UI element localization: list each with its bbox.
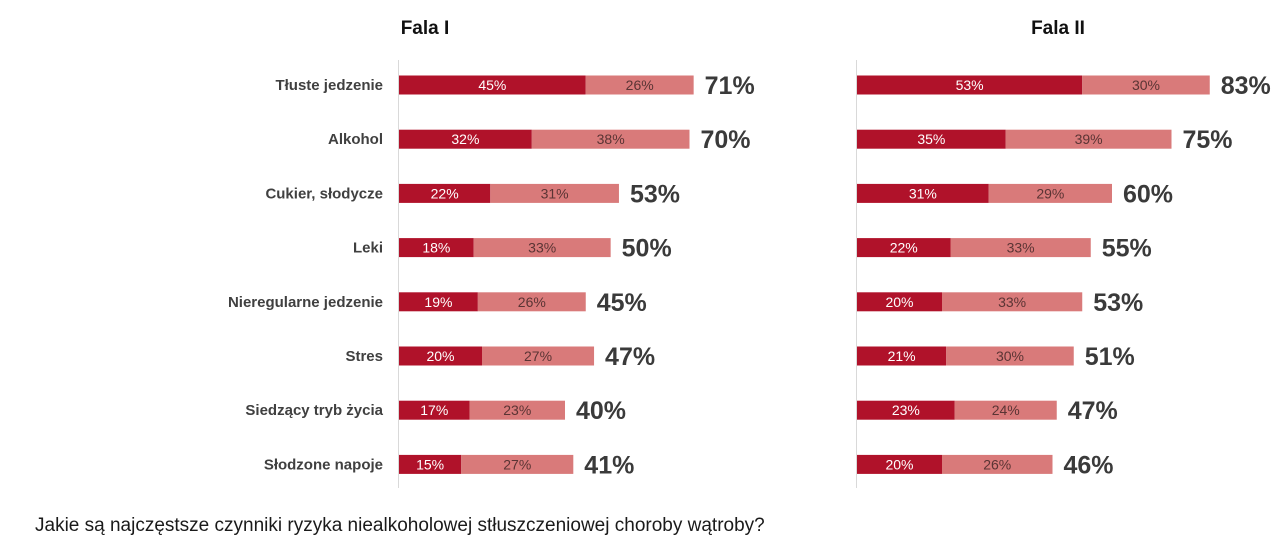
panel-title-fala-2: Fala II [1031, 18, 1085, 39]
bar-segment-light [950, 238, 1091, 258]
data-label-light: 30% [1132, 77, 1160, 93]
data-label-dark: 15% [416, 456, 444, 472]
total-label: 83% [1221, 72, 1271, 100]
bar-segment-dark [399, 75, 586, 95]
bar-segment-dark [399, 129, 532, 149]
data-label-light: 38% [597, 131, 625, 147]
bar-segment-dark [857, 400, 955, 420]
data-label-dark: 35% [917, 131, 945, 147]
bar-segment-light [954, 400, 1057, 420]
total-label: 51% [1085, 343, 1135, 371]
total-label: 53% [630, 180, 680, 208]
category-label: Słodzone napoje [264, 456, 383, 473]
bar-segment-dark [857, 454, 942, 474]
bar-segment-light [490, 183, 619, 203]
data-label-dark: 22% [431, 185, 459, 201]
bar-segment-dark [399, 400, 470, 420]
bar-segment-light [461, 454, 574, 474]
total-label: 41% [584, 451, 634, 479]
bar-segment-light [469, 400, 565, 420]
total-label: 55% [1102, 235, 1152, 263]
data-label-dark: 31% [909, 185, 937, 201]
data-label-light: 33% [528, 240, 556, 256]
bar-segment-light [988, 183, 1112, 203]
bar-segment-light [473, 238, 611, 258]
total-label: 53% [1093, 289, 1143, 317]
bar-segment-light [482, 346, 595, 366]
data-label-light: 29% [1036, 185, 1064, 201]
bar-segment-dark [399, 454, 462, 474]
total-label: 40% [576, 397, 626, 425]
survey-question: Jakie są najczęstsze czynniki ryzyka nie… [35, 515, 765, 536]
bar-segment-light [1005, 129, 1172, 149]
bar-segment-dark [857, 75, 1083, 95]
bar-segment-dark [399, 183, 491, 203]
panel-title-fala-1: Fala I [401, 18, 450, 39]
total-label: 45% [597, 289, 647, 317]
bar-segment-light [1082, 75, 1210, 95]
category-label: Alkohol [328, 131, 383, 148]
bar-segment-light [946, 346, 1074, 366]
data-label-dark: 20% [885, 294, 913, 310]
bar-segment-dark [857, 346, 947, 366]
data-label-light: 27% [524, 348, 552, 364]
total-label: 47% [1068, 397, 1118, 425]
total-label: 75% [1183, 126, 1233, 154]
bar-segment-light [942, 454, 1053, 474]
bar-segment-dark [857, 129, 1006, 149]
category-label: Tłuste jedzenie [275, 77, 383, 94]
data-label-dark: 19% [424, 294, 452, 310]
data-label-dark: 32% [451, 131, 479, 147]
data-label-light: 39% [1075, 131, 1103, 147]
data-label-light: 30% [996, 348, 1024, 364]
data-label-light: 33% [1007, 240, 1035, 256]
bar-segment-dark [857, 238, 951, 258]
bar-segment-light [585, 75, 694, 95]
total-label: 47% [605, 343, 655, 371]
category-label: Siedzący tryb życia [245, 402, 383, 419]
category-label: Nieregularne jedzenie [228, 294, 383, 311]
data-label-dark: 20% [426, 348, 454, 364]
bar-segment-light [531, 129, 690, 149]
data-label-light: 26% [983, 456, 1011, 472]
data-label-dark: 45% [478, 77, 506, 93]
data-label-light: 33% [998, 294, 1026, 310]
data-label-light: 24% [992, 402, 1020, 418]
data-label-light: 27% [503, 456, 531, 472]
bar-segment-light [942, 292, 1083, 312]
data-label-light: 26% [626, 77, 654, 93]
total-label: 50% [622, 235, 672, 263]
data-label-dark: 22% [890, 240, 918, 256]
total-label: 60% [1123, 180, 1173, 208]
data-label-dark: 23% [892, 402, 920, 418]
total-label: 70% [701, 126, 751, 154]
data-label-light: 26% [518, 294, 546, 310]
total-label: 71% [705, 72, 755, 100]
data-label-dark: 53% [956, 77, 984, 93]
stacked-bar-chart: Fala I Fala II Tłuste jedzenie 45% 26% 71% A… [228, 18, 1271, 488]
data-label-dark: 18% [422, 240, 450, 256]
bar-segment-dark [399, 346, 482, 366]
bar-segment-dark [857, 292, 942, 312]
bar-segment-dark [399, 292, 478, 312]
category-label: Leki [353, 240, 383, 257]
data-label-dark: 17% [420, 402, 448, 418]
category-label: Cukier, słodycze [265, 185, 383, 202]
total-label: 46% [1064, 451, 1114, 479]
data-label-light: 31% [541, 185, 569, 201]
data-label-dark: 21% [888, 348, 916, 364]
bar-segment-light [477, 292, 586, 312]
category-label: Stres [345, 348, 383, 365]
bar-segment-dark [857, 183, 989, 203]
bar-segment-dark [399, 238, 474, 258]
data-label-dark: 20% [885, 456, 913, 472]
data-label-light: 23% [503, 402, 531, 418]
